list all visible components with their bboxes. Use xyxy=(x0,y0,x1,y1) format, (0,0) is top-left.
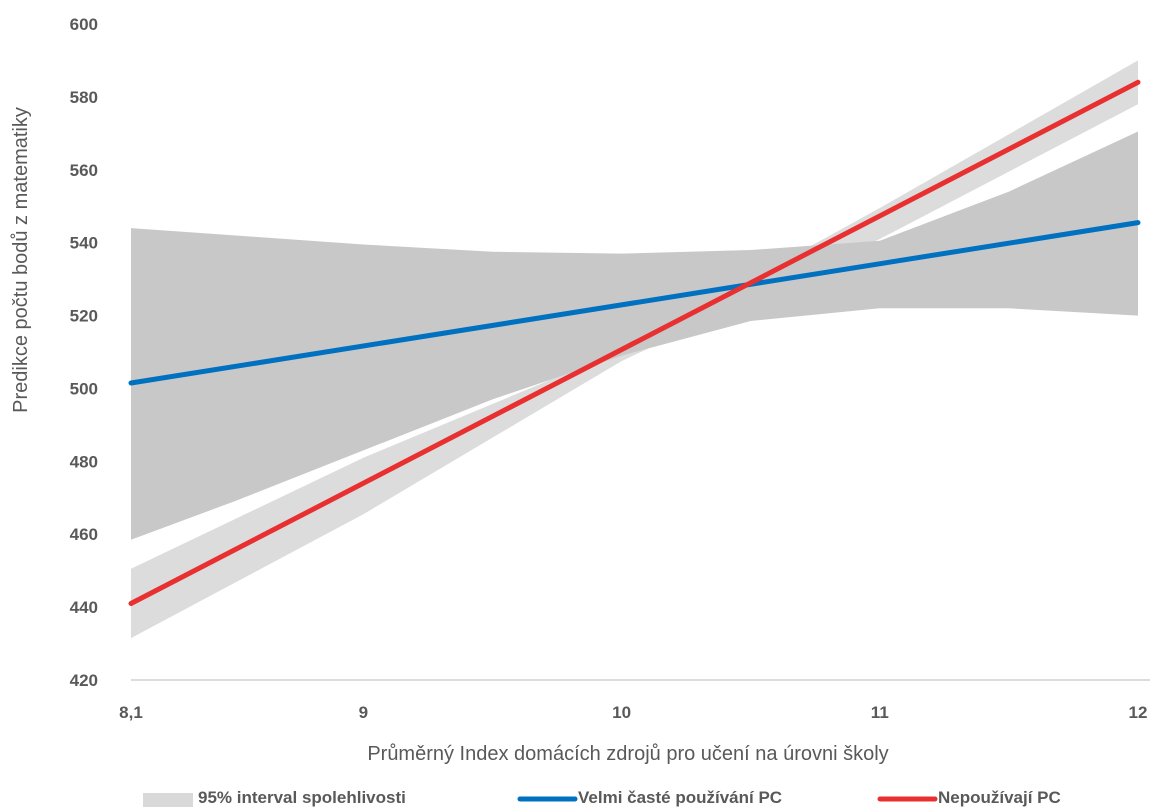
confidence-bands xyxy=(131,60,1138,638)
y-tick-label: 440 xyxy=(70,598,98,617)
y-tick-label: 480 xyxy=(70,452,98,471)
legend-label-0: 95% interval spolehlivosti xyxy=(198,788,406,807)
y-tick-label: 520 xyxy=(70,307,98,326)
y-tick-label: 420 xyxy=(70,671,98,690)
x-tick-labels: 8,1 9 10 11 12 xyxy=(119,703,1147,722)
y-tick-label: 540 xyxy=(70,234,98,253)
legend-label-1: Velmi časté používání PC xyxy=(578,788,782,807)
y-tick-label: 460 xyxy=(70,525,98,544)
x-tick-label: 11 xyxy=(871,703,889,722)
y-axis-title: Predikce počtu bodů z matematiky xyxy=(10,107,32,413)
y-tick-label: 500 xyxy=(70,379,98,398)
y-tick-label: 600 xyxy=(70,15,98,34)
legend-symbol-0 xyxy=(143,793,193,807)
y-tick-label: 580 xyxy=(70,88,98,107)
y-tick-label: 560 xyxy=(70,161,98,180)
y-tick-labels: 420 440 460 480 500 520 540 560 580 600 xyxy=(70,15,98,690)
x-tick-label: 10 xyxy=(612,703,631,722)
confidence-band-0 xyxy=(131,132,1138,540)
legend: 95% interval spolehlivosti Velmi časté po… xyxy=(143,788,1061,807)
x-tick-label: 8,1 xyxy=(119,703,143,722)
x-tick-label: 12 xyxy=(1129,703,1148,722)
x-tick-label: 9 xyxy=(359,703,368,722)
legend-label-2: Nepoužívají PC xyxy=(938,788,1061,807)
x-axis-title: Průměrný Index domácích zdrojů pro učení… xyxy=(367,743,888,765)
